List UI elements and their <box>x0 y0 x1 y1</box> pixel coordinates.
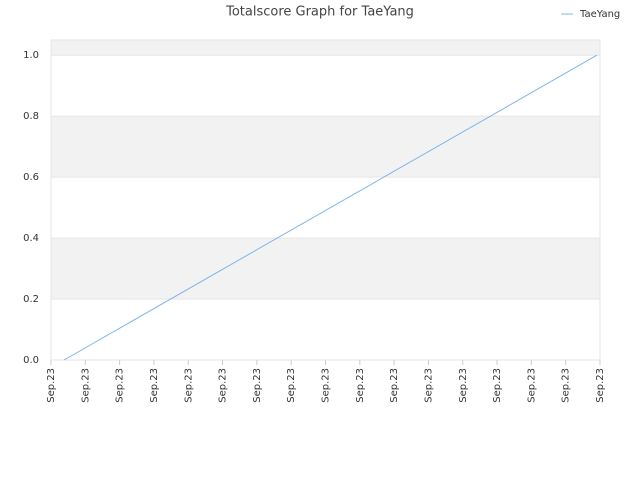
plot-band <box>51 40 600 56</box>
x-tick-label: Sep.23 <box>389 368 400 403</box>
chart-title: Totalscore Graph for TaeYang <box>225 5 414 20</box>
x-tick-label: Sep.23 <box>80 368 91 403</box>
y-tick-label: 0.0 <box>23 355 39 366</box>
legend-label: TaeYang <box>579 9 620 20</box>
x-tick-label: Sep.23 <box>492 368 503 403</box>
x-tick-label: Sep.23 <box>355 368 366 403</box>
x-tick-label: Sep.23 <box>561 368 572 403</box>
plot-band <box>51 299 600 360</box>
y-tick-label: 0.4 <box>23 233 39 244</box>
x-tick-label: Sep.23 <box>252 368 263 403</box>
x-tick-label: Sep.23 <box>423 368 434 403</box>
x-tick-label: Sep.23 <box>149 368 160 403</box>
y-tick-label: 0.6 <box>23 172 39 183</box>
x-tick-label: Sep.23 <box>115 368 126 403</box>
plot-band <box>51 116 600 178</box>
x-tick-label: Sep.23 <box>458 368 469 403</box>
x-tick-label: Sep.23 <box>286 368 297 403</box>
plot-band <box>51 177 600 239</box>
y-tick-label: 0.2 <box>23 294 39 305</box>
y-tick-label: 1.0 <box>23 50 39 61</box>
x-tick-label: Sep.23 <box>218 368 229 403</box>
plot-band <box>51 238 600 300</box>
y-tick-label: 0.8 <box>23 111 39 122</box>
series-line <box>63 54 598 361</box>
x-tick-label: Sep.23 <box>183 368 194 403</box>
x-tick-label: Sep.23 <box>46 368 57 403</box>
x-tick-label: Sep.23 <box>321 368 332 403</box>
plot-band <box>51 55 600 117</box>
x-tick-label: Sep.23 <box>526 368 537 403</box>
x-tick-label: Sep.23 <box>595 368 606 403</box>
